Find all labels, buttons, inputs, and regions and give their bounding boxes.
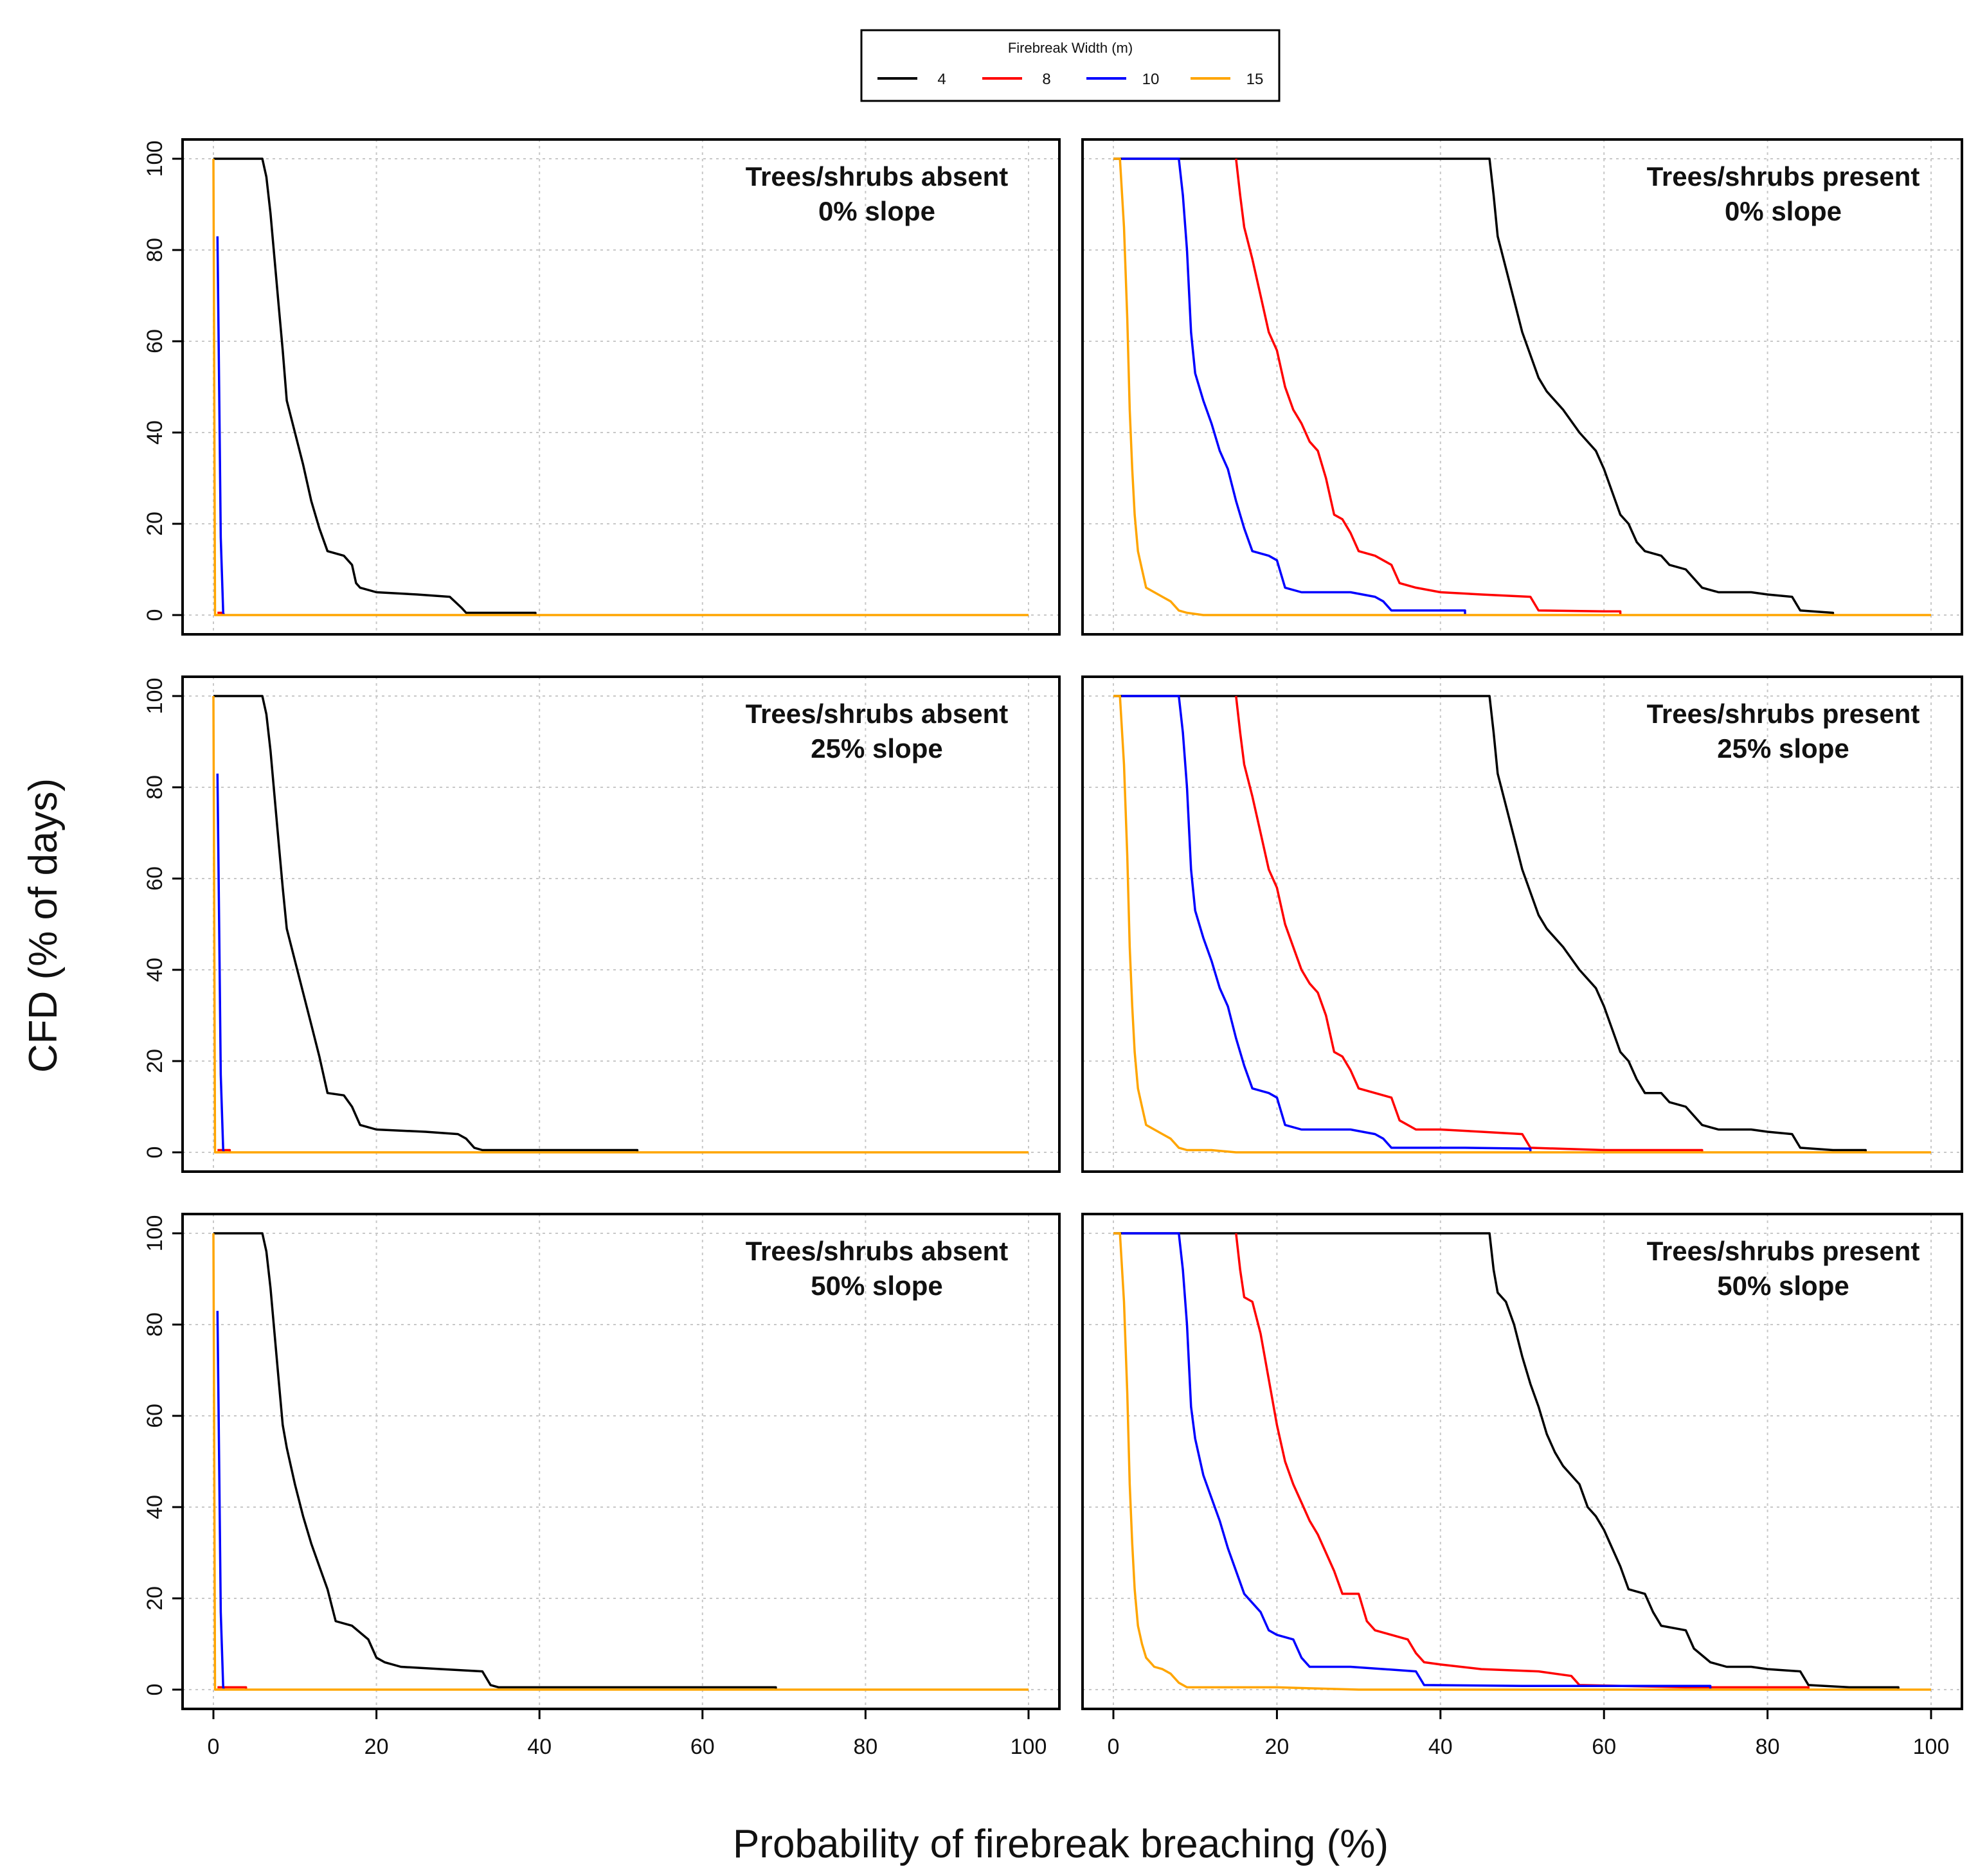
y-tick-label: 60 [143, 329, 167, 353]
x-tick-label: 0 [208, 1735, 220, 1759]
panel-title-line2: 25% slope [811, 733, 942, 764]
series-line-8 [1235, 1233, 1810, 1690]
legend-title: Firebreak Width (m) [1008, 40, 1133, 56]
y-tick-label: 100 [143, 141, 167, 177]
y-tick-label: 100 [143, 678, 167, 715]
y-tick-label: 40 [143, 958, 167, 982]
y-tick-label: 20 [143, 512, 167, 536]
y-tick-label: 80 [143, 775, 167, 800]
y-tick-label: 0 [143, 1147, 167, 1159]
panel-title-line2: 50% slope [811, 1271, 942, 1301]
y-axis-title: CFD (% of days) [21, 778, 66, 1073]
y-tick-label: 100 [143, 1215, 167, 1252]
panel-title-line1: Trees/shrubs present [1647, 699, 1920, 729]
panel-frame [1081, 675, 1963, 1173]
series-line-8 [1235, 695, 1704, 1152]
legend: Firebreak Width (m) 4 8 10 15 [860, 29, 1281, 102]
y-tick-label: 20 [143, 1049, 167, 1073]
y-tick-label: 0 [143, 609, 167, 621]
legend-label-15: 15 [1246, 71, 1264, 88]
series-line-4 [213, 695, 639, 1152]
y-tick-label: 0 [143, 1684, 167, 1696]
panel-frame [181, 138, 1061, 636]
panel-2: Trees/shrubs present 0% slope [1081, 138, 1963, 636]
series-line-15 [212, 158, 1029, 616]
x-tick-label: 100 [1011, 1735, 1047, 1759]
series-line-15 [1113, 1232, 1931, 1691]
series-line-10 [216, 773, 226, 1153]
y-tick-label: 20 [143, 1586, 167, 1611]
series-line-15 [1113, 157, 1931, 616]
panel-title-line1: Trees/shrubs present [1647, 161, 1920, 192]
series-line-4 [213, 157, 537, 615]
series-line-10 [216, 1310, 226, 1690]
x-tick-label: 0 [1108, 1735, 1120, 1759]
panel-title-line2: 0% slope [1725, 196, 1842, 226]
series-line-4 [1113, 1232, 1900, 1690]
x-tick-label: 80 [1756, 1735, 1780, 1759]
panel-5: Trees/shrubs absent 50% slope 0 20 40 60 80 100… [143, 1213, 1061, 1759]
series-line-15 [212, 1233, 1029, 1691]
panel-title-line1: Trees/shrubs absent [746, 699, 1009, 729]
panel-title-line1: Trees/shrubs present [1647, 1236, 1920, 1266]
panel-frame [1081, 138, 1963, 636]
series-line-15 [1113, 695, 1931, 1154]
panel-title-line1: Trees/shrubs absent [746, 1236, 1009, 1266]
panel-3: Trees/shrubs absent 25% slope 0 20 40 60 80 100 [143, 675, 1061, 1173]
legend-label-4: 4 [937, 71, 946, 88]
panel-4: Trees/shrubs present 25% slope [1081, 675, 1963, 1173]
legend-label-10: 10 [1142, 71, 1160, 88]
y-tick-label: 40 [143, 1495, 167, 1519]
panel-frame [181, 1213, 1061, 1710]
series-line-10 [1121, 1232, 1712, 1690]
x-tick-label: 40 [1428, 1735, 1453, 1759]
panel-title-line2: 25% slope [1717, 733, 1849, 764]
x-axis-title: Probability of firebreak breaching (%) [733, 1822, 1389, 1866]
y-tick-label: 60 [143, 1404, 167, 1428]
legend-entries: 4 8 10 15 [877, 71, 1263, 88]
x-tick-label: 60 [1592, 1735, 1616, 1759]
legend-frame [860, 29, 1281, 102]
series-line-10 [1121, 695, 1532, 1152]
y-tick-label: 40 [143, 420, 167, 445]
legend-label-8: 8 [1042, 71, 1050, 88]
x-tick-label: 20 [1264, 1735, 1289, 1759]
series-line-4 [213, 1232, 777, 1690]
x-tick-label: 20 [364, 1735, 389, 1759]
panel-frame [181, 675, 1061, 1173]
y-tick-label: 80 [143, 238, 167, 262]
series-line-4 [1113, 695, 1867, 1152]
y-tick-label: 60 [143, 866, 167, 891]
panel-title-line1: Trees/shrubs absent [746, 161, 1009, 192]
y-tick-label: 80 [143, 1312, 167, 1337]
x-tick-label: 60 [690, 1735, 715, 1759]
panel-6: Trees/shrubs present 50% slope 0 20 40 60 80 10… [1081, 1213, 1963, 1759]
x-tick-label: 80 [853, 1735, 877, 1759]
panel-1: Trees/shrubs absent 0% slope 0 20 40 60 80 100 [143, 138, 1061, 636]
x-tick-label: 100 [1913, 1735, 1950, 1759]
x-tick-label: 40 [527, 1735, 552, 1759]
series-line-4 [1113, 157, 1835, 615]
panel-title-line2: 50% slope [1717, 1271, 1849, 1301]
series-line-10 [216, 236, 226, 616]
series-line-8 [1235, 158, 1622, 615]
panel-frame [1081, 1213, 1963, 1710]
series-line-15 [212, 695, 1029, 1154]
series-line-10 [1121, 157, 1466, 615]
panel-title-line2: 0% slope [818, 196, 935, 226]
